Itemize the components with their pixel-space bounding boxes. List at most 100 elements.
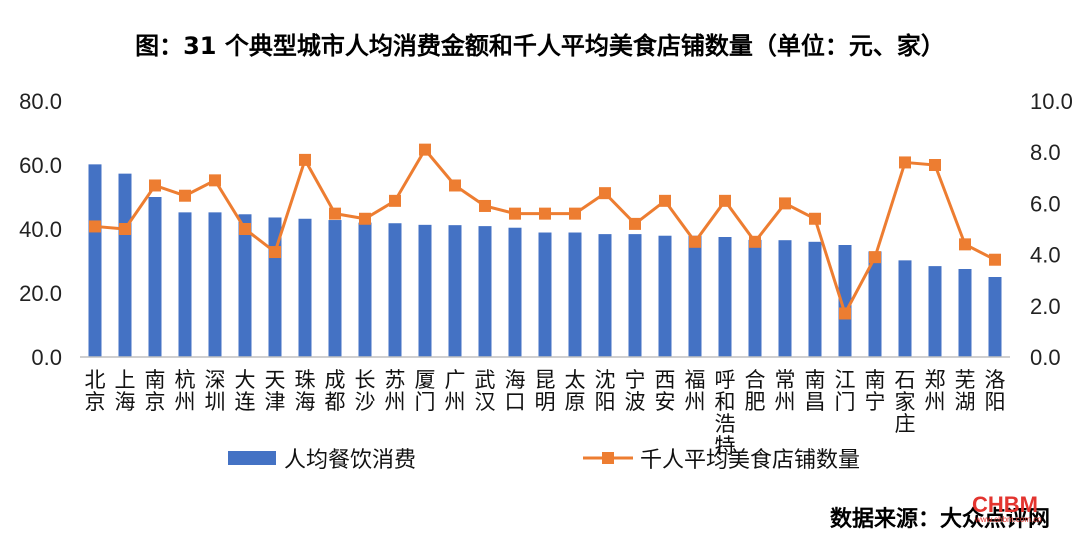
line-point [179, 189, 191, 202]
category-label: 呼和浩特 [715, 368, 736, 458]
watermark-url: www.chbm.com.cn [974, 515, 1042, 524]
category-label: 福州 [685, 368, 706, 414]
bar [958, 269, 972, 357]
y-left-tick-label: 20.0 [19, 281, 62, 306]
watermark: CHBM www.chbm.com.cn [972, 492, 1042, 524]
y-left-tick-label: 80.0 [19, 89, 62, 114]
bar [478, 226, 492, 357]
category-label: 洛阳 [985, 368, 1006, 414]
bar [148, 197, 162, 357]
bar [928, 266, 942, 357]
bar [778, 240, 792, 357]
y-right-tick-label: 8.0 [1030, 140, 1061, 165]
line-point [359, 212, 371, 225]
line-point [329, 207, 341, 220]
legend-bar-label: 人均餐饮消费 [284, 448, 416, 473]
line-point [299, 153, 311, 166]
line-point [509, 207, 521, 220]
line-point [539, 207, 551, 220]
line-point [989, 253, 1001, 266]
bar [448, 225, 462, 357]
line-point [269, 246, 281, 259]
line-point [479, 199, 491, 212]
legend: 人均餐饮消费 千人平均美食店铺数量 [228, 448, 860, 473]
bar-series [88, 164, 1002, 357]
y-right-tick-label: 4.0 [1030, 243, 1061, 268]
y-axis-right: 0.0 2.0 4.0 6.0 8.0 10.0 [1030, 89, 1073, 370]
category-label: 芜湖 [955, 368, 976, 414]
line-point [89, 220, 101, 233]
category-label: 合肥 [745, 368, 766, 414]
bar [538, 232, 552, 357]
bar [298, 218, 312, 357]
line-point [119, 223, 131, 235]
line-point [749, 235, 761, 248]
watermark-text: CHBM [972, 492, 1038, 517]
line-point [449, 179, 461, 192]
line-point [689, 235, 701, 248]
category-label: 成都 [325, 368, 346, 414]
line-point [779, 197, 791, 210]
category-label: 苏州 [385, 368, 406, 414]
y-right-tick-label: 0.0 [1030, 345, 1061, 370]
bar [88, 164, 102, 357]
bar [208, 212, 222, 357]
category-label: 常州 [775, 368, 796, 414]
category-label: 江门 [835, 368, 856, 414]
line-point [929, 159, 941, 171]
bar [688, 235, 702, 357]
line-point [419, 143, 431, 156]
bar [388, 223, 402, 357]
y-left-tick-label: 60.0 [19, 153, 62, 178]
line-point [839, 307, 851, 320]
line-point [899, 156, 911, 169]
category-label: 南昌 [805, 368, 826, 414]
line-point [149, 179, 161, 192]
bar [568, 232, 582, 357]
bar [358, 222, 372, 357]
line-point [629, 217, 641, 230]
y-left-tick-label: 0.0 [31, 345, 62, 370]
category-label: 大连 [235, 368, 256, 414]
y-axis-left: 0.0 20.0 40.0 60.0 80.0 [19, 89, 62, 370]
line-point [569, 207, 581, 220]
source-note: 数据来源：大众点评网 [830, 506, 1050, 532]
chart-title: 图：31 个典型城市人均消费金额和千人平均美食店铺数量（单位：元、家） [135, 32, 945, 60]
category-label: 厦门 [415, 368, 436, 414]
bar [898, 260, 912, 357]
category-label: 武汉 [475, 368, 496, 414]
bar [868, 251, 882, 357]
category-label: 珠海 [295, 368, 316, 414]
category-label: 上海 [115, 368, 136, 414]
bar [598, 234, 612, 357]
line-point [389, 194, 401, 207]
line-point [659, 194, 671, 207]
bar [748, 239, 762, 357]
bar [238, 214, 252, 357]
legend-line-marker [602, 452, 614, 464]
legend-bar-swatch [228, 451, 276, 465]
line-point [239, 223, 251, 235]
category-label: 长沙 [355, 368, 376, 414]
y-right-tick-label: 2.0 [1030, 294, 1061, 319]
category-label: 北京 [85, 368, 106, 414]
bar [838, 245, 852, 357]
line-point [869, 251, 881, 264]
category-label: 南京 [145, 368, 166, 414]
y-right-tick-label: 6.0 [1030, 191, 1061, 216]
category-label: 郑州 [925, 368, 946, 414]
bar [988, 277, 1002, 357]
line-point [209, 174, 221, 187]
bar [508, 227, 522, 357]
category-label: 广州 [445, 368, 466, 414]
line-series [89, 143, 1001, 320]
category-label: 西安 [655, 368, 676, 414]
line-point [809, 212, 821, 225]
category-label: 天津 [265, 368, 286, 414]
category-label: 太原 [565, 368, 586, 414]
line-point [599, 187, 611, 200]
bar [718, 237, 732, 357]
x-axis-labels: 北京上海南京杭州深圳大连天津珠海成都长沙苏州厦门广州武汉海口昆明太原沈阳宁波西安… [85, 368, 1006, 458]
bar [808, 241, 822, 357]
